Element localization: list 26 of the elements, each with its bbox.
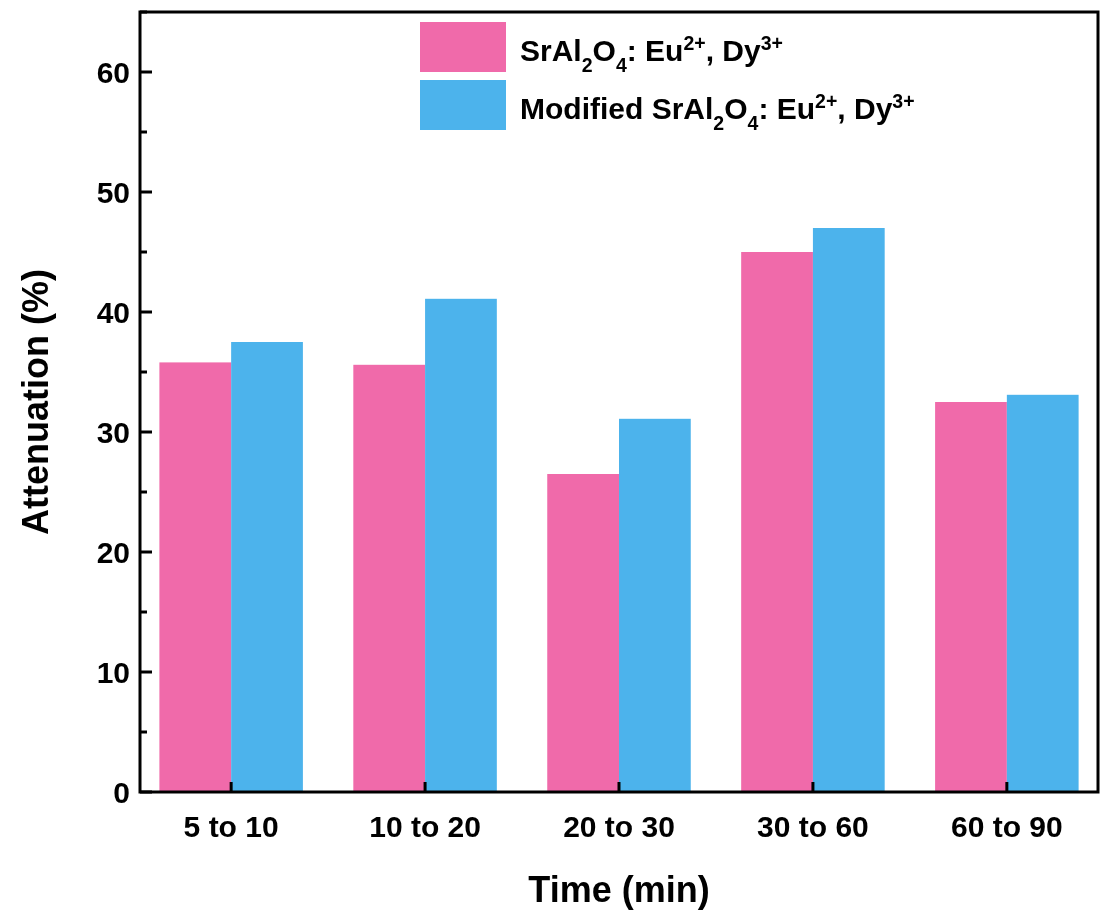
y-tick-label: 40	[96, 295, 130, 329]
legend-label: Modified SrAl$_{2}$O$_{4}$: Eu$^{2+}$, Dy$^{3+}$	[520, 89, 915, 134]
x-axis-title: Time (min)	[528, 869, 710, 910]
y-tick-label: 60	[96, 55, 130, 89]
x-tick-label: 30 to 60	[757, 810, 869, 843]
y-tick-label: 50	[96, 175, 130, 209]
y-tick-label: 30	[96, 415, 130, 449]
bar	[547, 474, 619, 792]
y-tick-label: 0	[113, 775, 130, 809]
bar	[812, 228, 885, 792]
bar	[353, 364, 426, 792]
bar	[619, 418, 691, 792]
bar	[741, 252, 813, 792]
bar	[935, 402, 1007, 792]
y-axis-title: Attenuation (%)	[15, 269, 56, 535]
y-tick-label: 10	[96, 655, 130, 689]
x-tick-label: 10 to 20	[369, 810, 481, 843]
bar	[425, 298, 497, 792]
bar	[159, 362, 232, 792]
legend-label: SrAl$_{2}$O$_{4}$: Eu$^{2+}$, Dy$^{3+}$	[520, 31, 783, 76]
x-tick-label: 60 to 90	[950, 810, 1063, 843]
bar	[231, 342, 303, 792]
bar	[1006, 394, 1079, 792]
x-tick-label: 5 to 10	[183, 810, 279, 843]
x-tick-label: 20 to 30	[563, 810, 675, 843]
y-tick-label: 20	[96, 535, 130, 569]
